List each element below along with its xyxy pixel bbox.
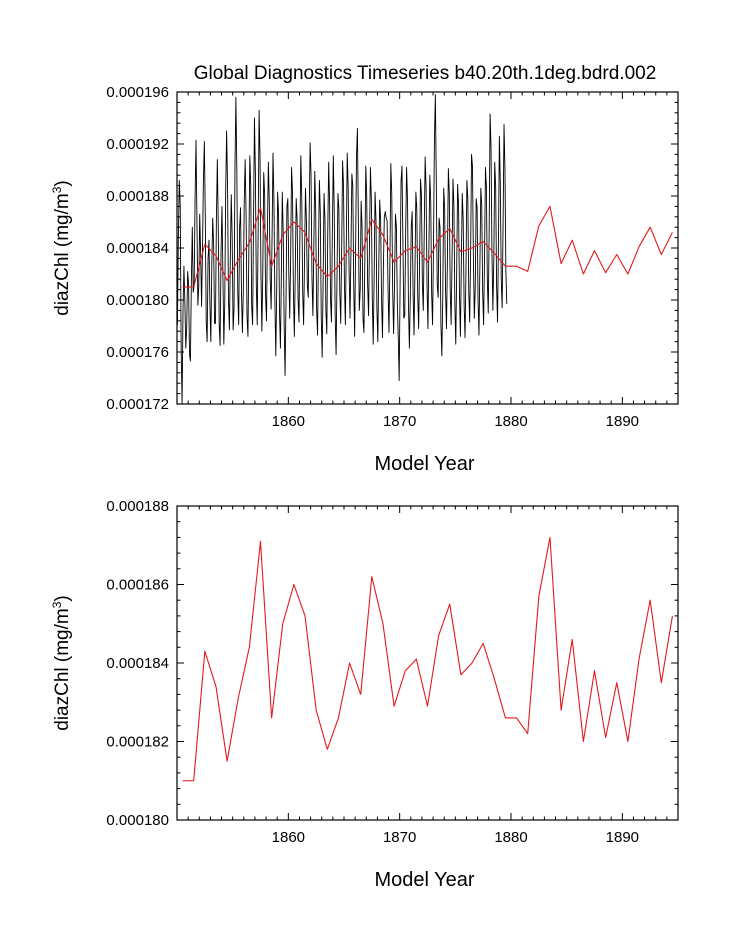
y-tick-label: 0.000196	[106, 84, 169, 101]
y-axis-label: diazChl (mg/m3)	[50, 595, 73, 731]
x-tick-label: 1880	[494, 413, 527, 430]
y-tick-label: 0.000188	[106, 498, 169, 515]
y-tick-label: 0.000172	[106, 396, 169, 413]
x-tick-label: 1860	[272, 829, 305, 846]
x-tick-label: 1880	[494, 829, 527, 846]
top-panel: 1860 1870 1880 1890 0.000172 0.000176 0.000180…	[50, 84, 679, 475]
x-tick-label: 1890	[606, 413, 639, 430]
y-tick-label: 0.000192	[106, 136, 169, 153]
y-tick-label: 0.000188	[106, 188, 169, 205]
y-tick-label: 0.000180	[106, 292, 169, 309]
y-tick-label: 0.000176	[106, 344, 169, 361]
bottom-panel: 1860 1870 1880 1890 0.000180 0.000182 0.000184…	[50, 498, 679, 891]
series-line-annual	[182, 536, 673, 782]
series-line-monthly	[177, 94, 508, 405]
y-tick-label: 0.000182	[106, 734, 169, 751]
y-tick-label: 0.000180	[106, 812, 169, 829]
series-line-annual	[182, 205, 673, 288]
x-axis-label: Model Year	[374, 869, 474, 891]
figure-title: Global Diagnostics Timeseries b40.20th.1…	[194, 63, 657, 84]
x-tick-label: 1870	[383, 829, 416, 846]
y-tick-label: 0.000184	[106, 240, 169, 257]
y-tick-label: 0.000186	[106, 577, 169, 594]
x-tick-label: 1890	[606, 829, 639, 846]
x-tick-label: 1870	[383, 413, 416, 430]
x-tick-label: 1860	[272, 413, 305, 430]
x-axis-label: Model Year	[374, 453, 474, 475]
y-tick-label: 0.000184	[106, 655, 169, 672]
y-axis-label: diazChl (mg/m3)	[50, 180, 73, 316]
